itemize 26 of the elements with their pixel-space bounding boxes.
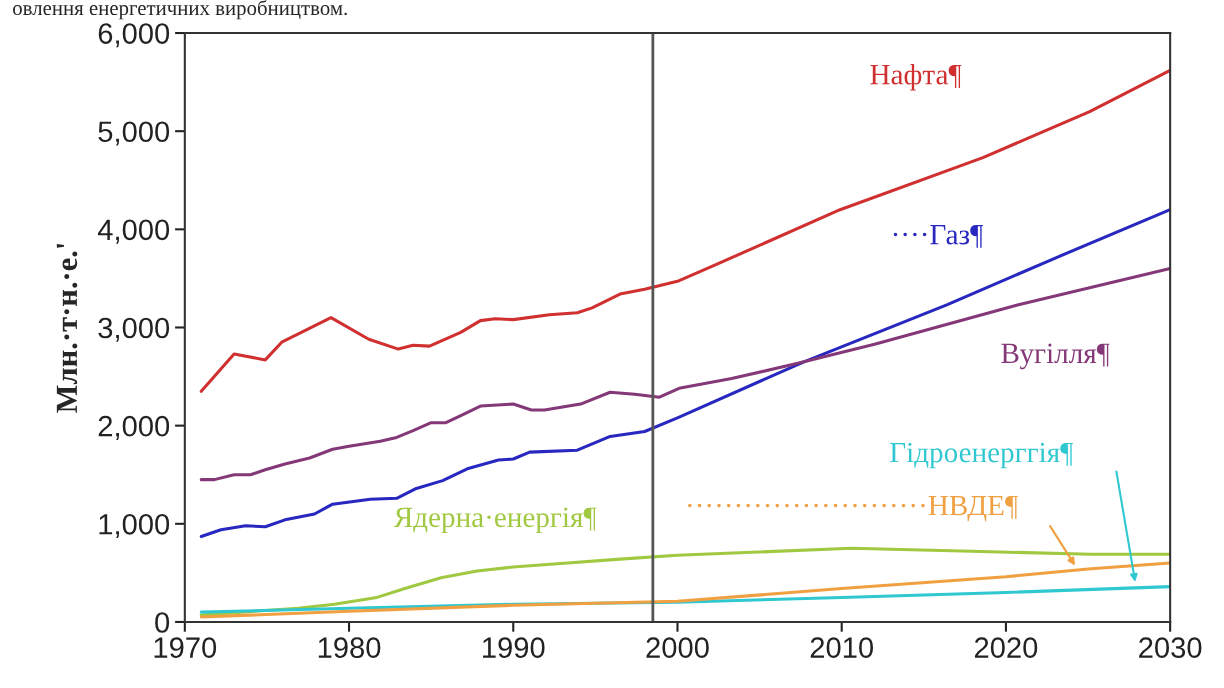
text: овлення енергетичних виробництвом.	[13, 0, 347, 20]
x-tick-label: 1980	[318, 637, 381, 658]
x-tick-label: 2000	[646, 637, 709, 658]
line-series	[199, 208, 1171, 539]
series-label: ·························НВДЕ¶	[688, 496, 1018, 522]
x-tick-label: 1970	[154, 637, 217, 658]
x-tick-label: 1990	[483, 637, 545, 658]
y-tick-label: 0	[155, 612, 170, 633]
line-series	[199, 267, 1171, 482]
text: Гідроенерггія¶	[890, 442, 1073, 469]
y-tick-label: 1,000	[99, 514, 170, 539]
x-tick-label: 2010	[810, 637, 874, 658]
y-tick-label: 4,000	[97, 219, 170, 244]
series-label: ····Газ¶	[893, 225, 983, 248]
x-tick-label: 2030	[1139, 637, 1202, 658]
y-tick-label: 6,000	[98, 23, 170, 48]
series-label: Вугілля¶	[1001, 343, 1110, 370]
line-series	[199, 546, 1171, 617]
series-label: Ядерна·енергія¶	[393, 507, 597, 534]
x-tick-label: 2020	[974, 637, 1038, 658]
text: Нафта¶	[870, 63, 962, 91]
y-tick-label: 5,000	[98, 121, 170, 146]
y-tick-label: 2,000	[98, 415, 170, 440]
y-tick-label: 3,000	[98, 317, 170, 342]
line-series	[199, 561, 1171, 619]
y-axis-title: Млн.·т·н.·е.'	[56, 243, 78, 413]
